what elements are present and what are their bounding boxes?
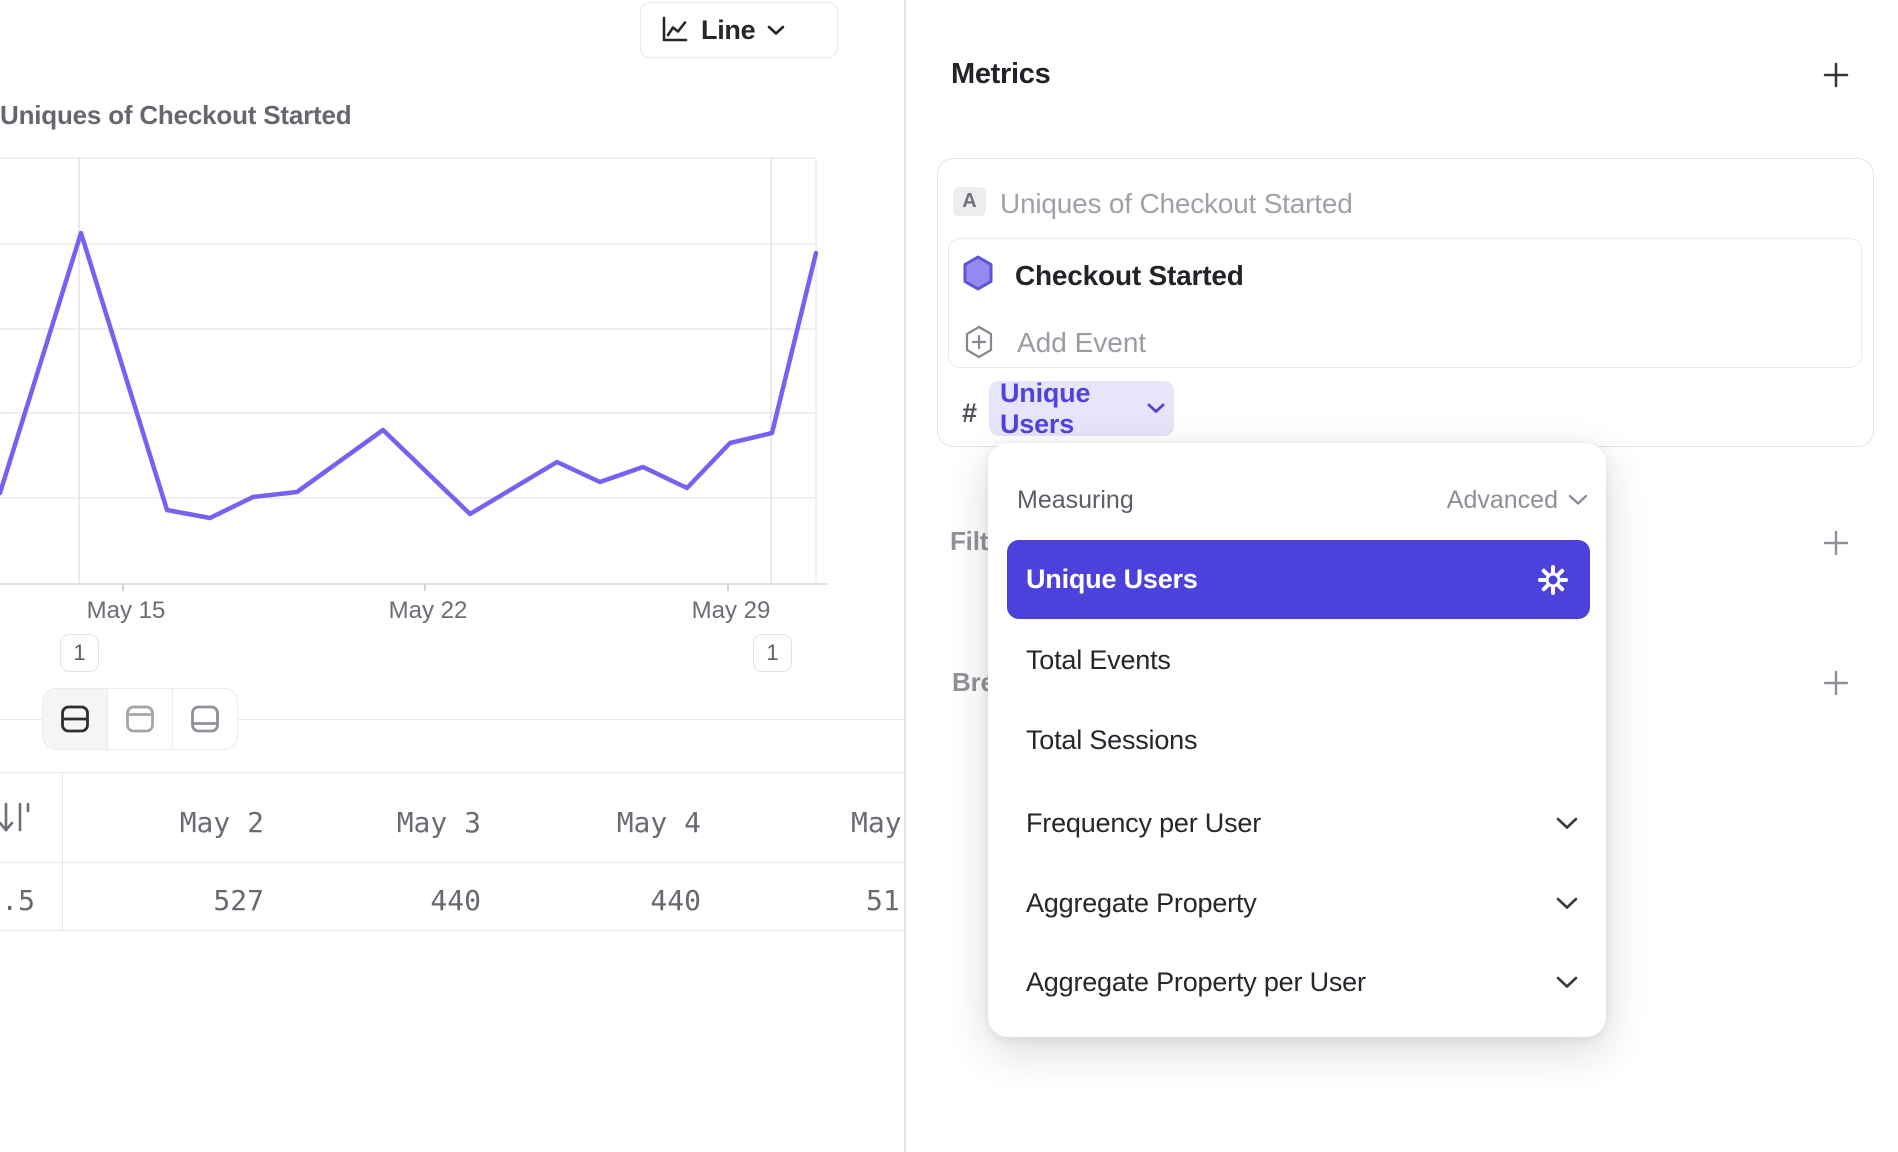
option-total-sessions[interactable]: Total Sessions [1026,722,1578,758]
sort-descending-icon[interactable] [0,798,34,838]
option-aggregate-property[interactable]: Aggregate Property [1026,885,1578,921]
gear-icon[interactable] [1536,563,1570,597]
chart-panel: Line Uniques of Checkout Started [0,0,905,1152]
advanced-label: Advanced [1446,485,1558,514]
annotation-marker-lines [78,158,772,584]
event-hexagon-icon [961,255,995,291]
chart-title: Uniques of Checkout Started [0,100,352,130]
table-column-header[interactable]: May 4 [616,806,701,839]
layout-panel-bottom-button[interactable] [173,689,237,749]
chevron-down-icon [1556,976,1578,989]
layout-toggle-group [42,688,238,750]
dropdown-header: Measuring Advanced [1017,483,1588,517]
chevron-down-icon [767,25,785,36]
advanced-toggle[interactable]: Advanced [1447,486,1588,515]
option-label: Total Sessions [1026,724,1198,755]
table-cell-value: 440 [650,884,701,917]
table-column-header[interactable]: May 5 [851,806,905,839]
metric-title[interactable]: Uniques of Checkout Started [1000,188,1353,219]
event-name[interactable]: Checkout Started [1015,260,1244,291]
metric-letter-badge: A [953,187,986,216]
annotation-badge[interactable]: 1 [60,634,99,672]
option-label: Frequency per User [1026,807,1261,838]
annotation-badge[interactable]: 1 [753,634,792,672]
line-chart-canvas[interactable] [0,150,830,620]
x-tick-label: May 29 [691,597,771,624]
measure-hash-prefix: # [962,398,978,428]
layout-panel-top-button[interactable] [108,689,173,749]
chevron-down-icon [1556,817,1578,830]
add-event-hexagon-plus-icon[interactable] [963,325,995,359]
split-horizontal-icon [58,702,92,736]
table-top-border [0,772,905,773]
measuring-dropdown: Measuring Advanced Unique Users [988,443,1606,1037]
panel-bottom-icon [188,702,222,736]
option-unique-users-selected[interactable]: Unique Users [1007,540,1590,619]
add-filter-button[interactable] [1820,527,1852,559]
add-event-label[interactable]: Add Event [1017,327,1147,358]
measure-pill-button[interactable]: Unique Users [989,378,1174,439]
option-total-events[interactable]: Total Events [1026,642,1578,678]
measuring-label: Measuring [1017,485,1134,514]
table-cell-value: 527 [213,884,264,917]
chevron-down-icon [1147,403,1165,414]
add-metric-button[interactable] [1820,59,1852,91]
table-column-header[interactable]: May 2 [179,806,264,839]
panel-divider [904,0,906,1152]
add-breakdown-button[interactable] [1820,667,1852,699]
chart-data-line [0,230,819,521]
line-chart-icon [659,15,689,45]
frozen-cell-value: 0.5 [0,884,35,917]
table-header-divider [0,862,905,863]
option-label: Total Events [1026,644,1171,675]
x-tick-label: May 15 [86,597,166,624]
option-frequency-per-user[interactable]: Frequency per User [1026,805,1578,841]
option-label: Unique Users [1026,564,1198,594]
measure-pill-label: Unique Users [1000,377,1091,439]
frozen-column-divider [62,772,63,930]
section-divider [0,719,905,720]
x-tick-label: May 22 [388,597,468,624]
chart-type-button[interactable]: Line [640,2,838,58]
table-column-header[interactable]: May 3 [396,806,481,839]
option-aggregate-property-per-user[interactable]: Aggregate Property per User [1026,964,1578,1000]
table-cell-value: 51 [866,884,900,917]
x-axis [0,583,828,591]
table-cell-value: 440 [430,884,481,917]
table-bottom-border [0,930,905,931]
metrics-section-title: Metrics [951,58,1051,90]
option-label: Aggregate Property per User [1026,966,1366,997]
chart-type-label: Line [701,14,756,45]
layout-split-horizontal-button[interactable] [43,689,108,749]
chevron-down-icon [1568,494,1588,506]
chevron-down-icon [1556,897,1578,910]
event-card [948,238,1862,368]
option-label: Aggregate Property [1026,887,1257,918]
panel-top-icon [123,702,157,736]
